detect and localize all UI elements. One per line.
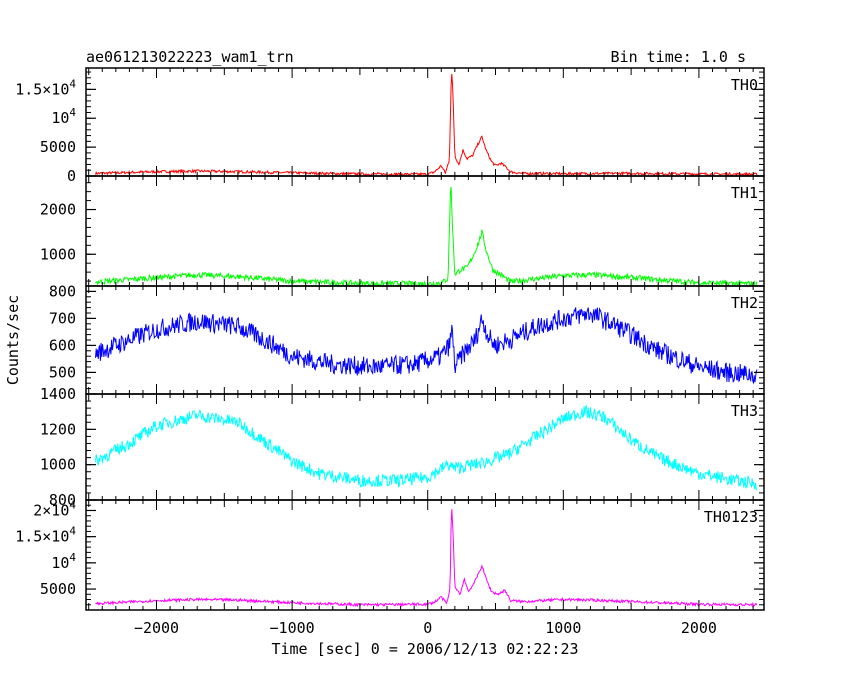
y-tick-label: 1200 — [40, 420, 76, 438]
panel-th1: TH1 1000 2000 — [40, 175, 765, 287]
y-tick-label: 104 — [51, 551, 76, 572]
x-tick-label: −2000 — [134, 619, 179, 637]
series-line-th1 — [95, 186, 758, 286]
y-tick-label: 500 — [49, 363, 76, 381]
panel-label: TH3 — [731, 402, 758, 420]
y-axis-label: Counts/sec — [4, 295, 22, 385]
y-tick-label: 2000 — [40, 201, 76, 219]
y-tick-label: 1000 — [40, 456, 76, 474]
y-tick-label: 104 — [51, 106, 76, 127]
y-tick-label: 5000 — [40, 138, 76, 156]
y-tick-label: 700 — [49, 309, 76, 327]
y-tick-label: 1400 — [40, 385, 76, 403]
panel-label: TH2 — [731, 294, 758, 312]
panel-th2: TH2 500 600 700 800 — [49, 282, 765, 395]
y-tick-label: 800 — [49, 282, 76, 300]
y-tick-label: 5000 — [40, 580, 76, 598]
x-tick-label: 0 — [423, 619, 432, 637]
panel-frame — [85, 393, 765, 501]
panel-th0: TH0 0 5000 104 1.5×104 — [15, 67, 765, 185]
x-tick-label: −1000 — [270, 619, 315, 637]
panel-frame — [85, 175, 765, 287]
x-tick-label: 1000 — [545, 619, 581, 637]
y-tick-label: 1.5×104 — [15, 77, 76, 98]
series-line-th3 — [95, 404, 758, 491]
plot-title: ae061213022223_wam1_trn — [86, 48, 294, 66]
series-line-th0123 — [95, 509, 758, 608]
panel-label: TH0123 — [704, 508, 758, 526]
y-tick-label: 1000 — [40, 245, 76, 263]
x-tick-label: 2000 — [681, 619, 717, 637]
panel-frame — [85, 285, 765, 395]
x-axis-label: Time [sec] 0 = 2006/12/13 02:22:23 — [271, 640, 578, 658]
panel-th3: TH3 800 1000 1200 1400 — [40, 385, 765, 509]
y-tick-label: 600 — [49, 336, 76, 354]
panel-th0123: TH0123 5000 104 1.5×104 2×104 — [15, 498, 765, 611]
panel-stack: TH0 0 5000 104 1.5×104 TH1 1000 2000 TH2 500 600 70… — [15, 67, 765, 637]
panel-frame — [85, 67, 765, 177]
y-tick-label: 0 — [67, 167, 76, 185]
y-tick-label: 2×104 — [33, 498, 76, 519]
series-line-th2 — [95, 307, 758, 385]
y-tick-label: 1.5×104 — [15, 525, 76, 546]
panel-frame — [85, 499, 765, 611]
series-line-th0 — [95, 73, 758, 176]
panel-label: TH0 — [731, 76, 758, 94]
bin-time-label: Bin time: 1.0 s — [611, 48, 746, 66]
panel-label: TH1 — [731, 184, 758, 202]
y-tick-label: 800 — [49, 491, 76, 509]
